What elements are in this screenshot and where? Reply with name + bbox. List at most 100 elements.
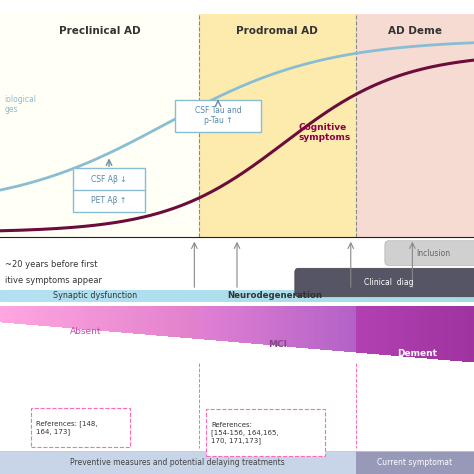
Bar [329,306,333,350]
Bar [318,290,323,302]
Bar [365,290,371,302]
Bar [43,290,48,302]
Bar [161,290,167,302]
Bar [265,290,271,302]
Bar [225,306,228,341]
Bar [280,306,283,346]
Bar [194,306,198,339]
Bar [142,290,148,302]
Bar [126,306,129,333]
Bar [47,306,51,326]
Bar [356,451,474,474]
Bar [348,306,352,352]
Bar [258,306,262,344]
Bar [322,290,328,302]
Bar [83,306,86,329]
Bar [73,306,77,328]
Bar [436,290,442,302]
Bar [5,306,8,323]
Bar [289,290,295,302]
Bar [135,306,138,334]
Bar [175,306,179,337]
Bar [408,290,413,302]
Bar [427,306,430,359]
Bar [156,290,162,302]
Bar [24,290,29,302]
Bar [76,306,79,329]
Bar [242,290,247,302]
Bar [57,306,60,327]
Bar [346,306,349,352]
Bar [244,306,247,343]
Bar [246,290,252,302]
Bar [7,306,10,323]
Bar [273,306,276,346]
Bar [185,290,191,302]
Bar [220,306,224,341]
Text: Preclinical AD: Preclinical AD [59,26,140,36]
Bar [235,306,238,342]
Bar [218,306,221,341]
Bar [256,290,262,302]
Text: Dement: Dement [397,349,437,357]
Bar [166,290,172,302]
Bar [419,306,423,358]
Bar [81,290,86,302]
Bar [232,306,236,342]
Bar [171,290,176,302]
Bar [228,306,231,342]
Bar [412,306,416,357]
Bar [0,237,474,303]
Bar [284,290,290,302]
Bar [118,306,122,332]
Bar [303,306,307,348]
Bar [9,290,15,302]
Bar [109,306,112,332]
Bar [284,306,288,346]
Bar [223,290,228,302]
Bar [424,306,428,358]
Bar [393,306,397,356]
Bar [337,290,342,302]
Bar [59,306,63,328]
Text: AD Deme: AD Deme [388,26,442,36]
Bar [403,290,409,302]
Bar [370,290,375,302]
Bar [372,306,375,354]
Bar [346,290,352,302]
Bar [431,290,437,302]
Bar [180,306,183,337]
Bar [472,306,474,363]
Bar [100,306,103,331]
Bar [246,306,250,343]
Bar [467,306,470,362]
Bar [178,306,181,337]
Bar [19,306,22,324]
Bar [313,290,319,302]
Bar [448,306,451,360]
Bar [438,306,442,360]
Text: ~20 years before first: ~20 years before first [5,260,97,269]
Text: CSF Aβ ↓: CSF Aβ ↓ [91,175,127,183]
Bar [152,306,155,335]
Bar [408,306,411,357]
Bar [356,14,474,237]
Bar [21,306,25,324]
Bar [261,290,266,302]
Bar [78,306,82,329]
Bar [455,306,458,361]
Bar [382,306,385,355]
Bar [166,306,169,337]
Bar [374,306,378,354]
Bar [334,306,337,351]
Bar [365,306,368,353]
Bar [145,306,148,335]
Bar [363,306,366,353]
Bar [38,290,44,302]
Bar [353,306,356,352]
Text: Absent: Absent [70,328,101,336]
Bar [386,306,390,355]
Bar [199,290,205,302]
Bar [57,290,63,302]
Bar [282,306,285,346]
